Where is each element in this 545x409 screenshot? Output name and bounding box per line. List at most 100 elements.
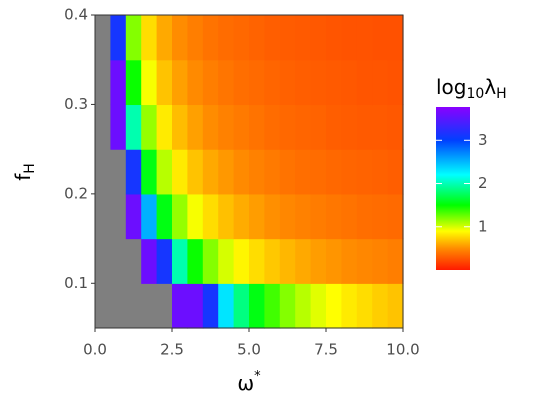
heat-cell bbox=[326, 238, 342, 284]
heat-cell bbox=[187, 15, 204, 61]
heat-cell bbox=[372, 238, 389, 284]
heat-cell bbox=[125, 104, 142, 150]
heat-cell bbox=[249, 149, 265, 195]
heat-cell bbox=[141, 193, 158, 240]
heat-cell bbox=[202, 238, 219, 284]
heat-cell bbox=[110, 104, 127, 150]
heat-cell bbox=[233, 283, 250, 329]
heat-cell bbox=[233, 59, 250, 106]
heat-cell bbox=[372, 283, 389, 329]
heat-cell bbox=[249, 283, 265, 329]
heat-cell bbox=[233, 149, 250, 195]
colorbar-tick-label: 3 bbox=[478, 131, 488, 149]
heat-cell bbox=[218, 149, 235, 195]
heat-cell bbox=[310, 104, 327, 150]
heat-cell bbox=[326, 15, 342, 61]
heat-cell bbox=[341, 283, 358, 329]
heat-cell bbox=[295, 15, 312, 61]
heat-cell bbox=[279, 59, 296, 106]
heat-cell bbox=[356, 283, 373, 329]
x-tick-label: 7.5 bbox=[314, 341, 338, 359]
heat-cell bbox=[356, 59, 373, 106]
heat-cell bbox=[295, 238, 312, 284]
heat-cell bbox=[187, 104, 204, 150]
heat-cell bbox=[249, 193, 265, 240]
heat-cell bbox=[202, 283, 219, 329]
heat-cell bbox=[341, 59, 358, 106]
y-tick-label: 0.2 bbox=[64, 184, 88, 202]
heat-cell bbox=[264, 283, 281, 329]
heat-cell bbox=[156, 149, 173, 195]
x-axis-label: ω* bbox=[237, 369, 261, 395]
heat-cell bbox=[279, 149, 296, 195]
heat-cell bbox=[172, 149, 188, 195]
heat-cell bbox=[341, 193, 358, 240]
heat-cell bbox=[172, 104, 188, 150]
heat-cell bbox=[264, 59, 281, 106]
heat-cell bbox=[341, 104, 358, 150]
heat-cell bbox=[249, 238, 265, 284]
heat-cell bbox=[387, 283, 404, 329]
heat-cell bbox=[172, 15, 188, 61]
heat-cell bbox=[187, 238, 204, 284]
heat-cell bbox=[310, 59, 327, 106]
heat-cell bbox=[172, 193, 188, 240]
heat-cell bbox=[295, 193, 312, 240]
heat-cell bbox=[372, 193, 389, 240]
heat-cell bbox=[387, 238, 404, 284]
heat-cell bbox=[202, 59, 219, 106]
y-tick-label: 0.1 bbox=[64, 274, 88, 292]
heat-cell bbox=[156, 193, 173, 240]
heat-cell bbox=[218, 238, 235, 284]
colorbar bbox=[436, 107, 470, 270]
heat-cell bbox=[387, 15, 404, 61]
colorbar-tick-label: 2 bbox=[478, 174, 488, 192]
heat-cell bbox=[310, 193, 327, 240]
heat-cell bbox=[187, 193, 204, 240]
heat-cell bbox=[110, 59, 127, 106]
y-tick-label: 0.4 bbox=[64, 6, 88, 24]
heat-cell bbox=[141, 59, 158, 106]
heat-cell bbox=[156, 238, 173, 284]
y-axis-label: fH bbox=[11, 163, 39, 181]
heat-cell bbox=[279, 104, 296, 150]
heat-cell bbox=[202, 193, 219, 240]
heat-cell bbox=[295, 59, 312, 106]
x-tick-label: 10.0 bbox=[386, 341, 419, 359]
heat-cell bbox=[249, 104, 265, 150]
x-tick-label: 0.0 bbox=[83, 341, 107, 359]
heat-cell bbox=[125, 59, 142, 106]
heat-cell bbox=[310, 283, 327, 329]
heat-cell bbox=[202, 149, 219, 195]
heat-cell bbox=[356, 149, 373, 195]
heat-cell bbox=[326, 283, 342, 329]
heat-cell bbox=[249, 15, 265, 61]
heat-cell bbox=[156, 15, 173, 61]
heat-cell bbox=[141, 104, 158, 150]
heat-cell bbox=[341, 15, 358, 61]
heat-cell bbox=[310, 149, 327, 195]
heat-cell bbox=[310, 15, 327, 61]
heat-cell bbox=[172, 238, 188, 284]
heat-cell bbox=[372, 104, 389, 150]
heat-cell bbox=[387, 149, 404, 195]
legend-title: log10λH bbox=[436, 75, 507, 103]
heat-cell bbox=[264, 104, 281, 150]
heat-cell bbox=[372, 59, 389, 106]
heat-cell bbox=[156, 104, 173, 150]
heat-cell bbox=[279, 193, 296, 240]
heat-cell bbox=[218, 59, 235, 106]
heat-cell bbox=[141, 238, 158, 284]
heat-cell bbox=[218, 104, 235, 150]
heat-cell bbox=[141, 149, 158, 195]
heat-cell bbox=[279, 15, 296, 61]
heat-cell bbox=[249, 59, 265, 106]
heat-cell bbox=[141, 15, 158, 61]
y-tick-label: 0.3 bbox=[64, 95, 88, 113]
heat-cell bbox=[218, 193, 235, 240]
heat-cell bbox=[172, 283, 188, 329]
x-tick-label: 2.5 bbox=[160, 341, 184, 359]
heat-cell bbox=[264, 238, 281, 284]
heat-cell bbox=[125, 15, 142, 61]
